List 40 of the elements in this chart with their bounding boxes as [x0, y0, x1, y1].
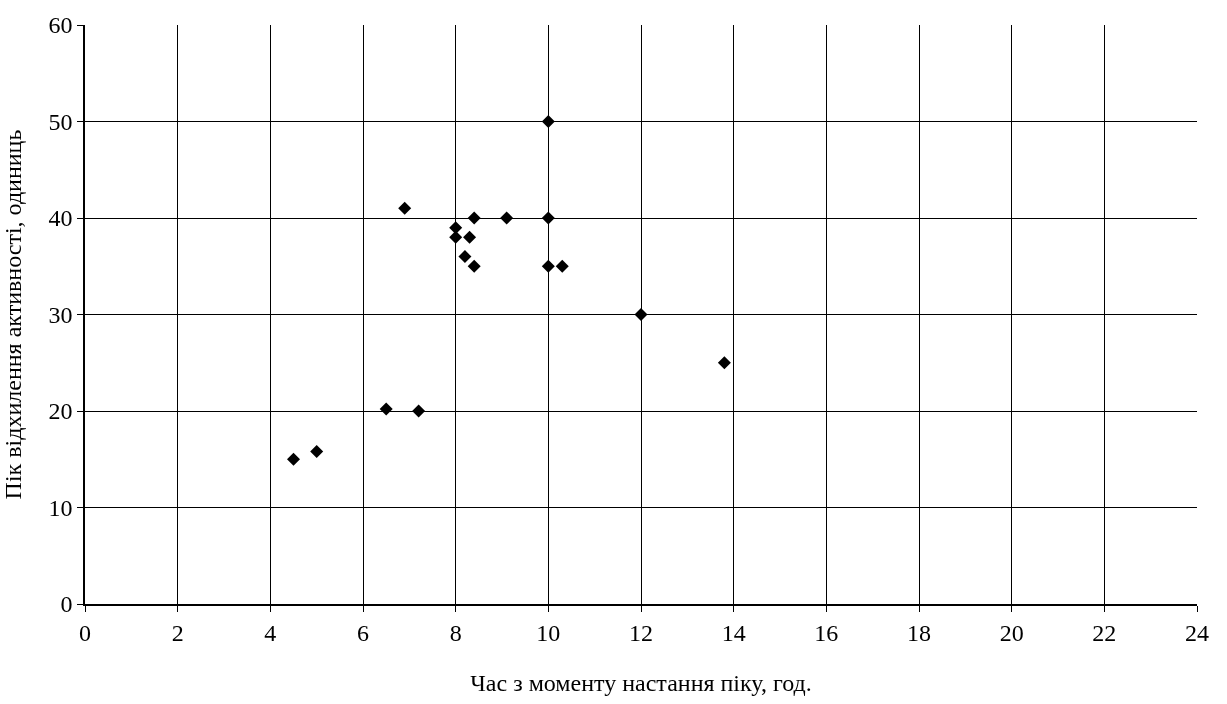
point: [398, 201, 412, 215]
y-tick-label: 20: [48, 398, 73, 425]
y-tick-label: 40: [48, 205, 73, 232]
point: [458, 250, 472, 264]
y-axis-title: Пік відхилення активності, одиниць: [0, 129, 27, 500]
point: [717, 356, 731, 370]
y-tick-label: 60: [48, 12, 73, 39]
x-tick-label: 10: [536, 619, 561, 646]
point: [463, 230, 477, 244]
point: [449, 221, 463, 235]
point: [287, 452, 300, 466]
x-tick-label: 4: [264, 619, 277, 646]
x-tick-label: 22: [1092, 619, 1117, 646]
point: [379, 402, 393, 416]
y-tick-label: 30: [48, 301, 73, 328]
y-tick-label: 50: [48, 108, 73, 135]
point: [412, 404, 426, 418]
point: [449, 230, 463, 244]
point: [500, 211, 514, 225]
point: [634, 308, 648, 321]
x-tick-label: 18: [907, 619, 931, 646]
x-tick-label: 14: [721, 619, 746, 646]
x-axis-title: Час з моменту настання піку, год.: [470, 670, 812, 697]
point: [467, 211, 481, 225]
x-tick-label: 16: [814, 619, 839, 646]
x-tick-label: 12: [629, 619, 653, 646]
x-tick-label: 8: [449, 619, 462, 646]
point: [541, 115, 555, 128]
x-tick-label: 6: [357, 619, 369, 646]
x-tick-label: 0: [79, 619, 91, 646]
point: [555, 259, 569, 273]
y-tick-label: 10: [48, 494, 73, 521]
point: [541, 259, 555, 273]
x-tick-label: 24: [1185, 619, 1209, 646]
x-tick-label: 2: [171, 619, 184, 646]
y-tick-label: 0: [60, 591, 73, 618]
point: [310, 445, 324, 459]
x-tick-label: 20: [999, 619, 1024, 646]
point: [541, 211, 555, 225]
point: [467, 259, 481, 273]
